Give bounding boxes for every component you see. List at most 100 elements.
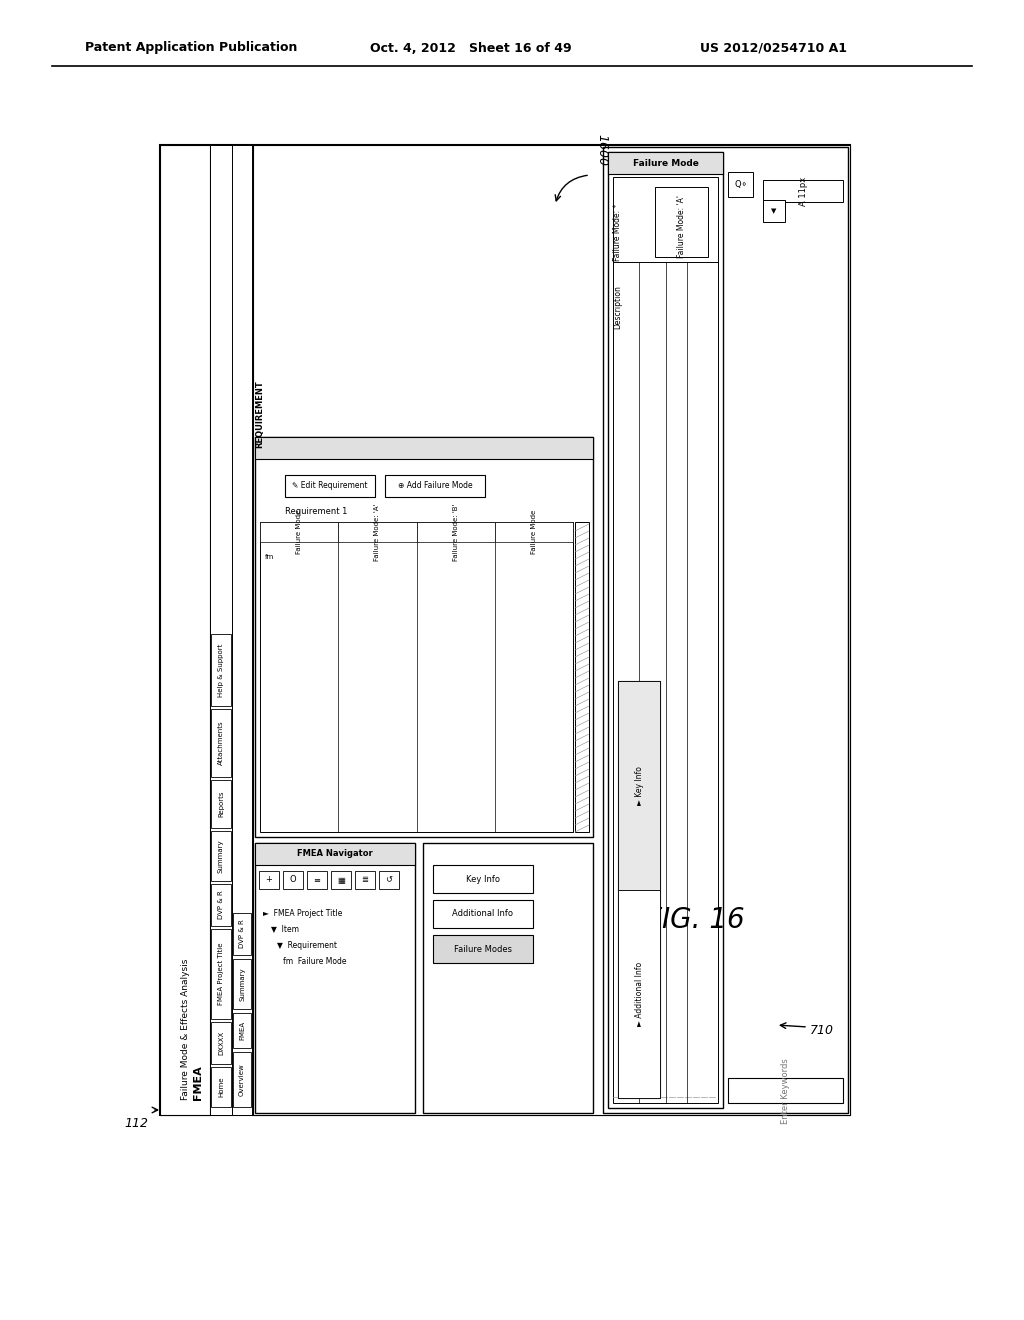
Bar bbox=[423, 843, 593, 1113]
Bar bbox=[160, 145, 210, 1115]
Text: Oct. 4, 2012   Sheet 16 of 49: Oct. 4, 2012 Sheet 16 of 49 bbox=[370, 41, 571, 54]
Bar bbox=[763, 180, 843, 202]
Text: FMEA: FMEA bbox=[193, 1065, 203, 1100]
Text: Key Info: Key Info bbox=[466, 874, 500, 883]
Bar bbox=[728, 172, 753, 197]
Bar bbox=[211, 634, 231, 706]
Bar bbox=[211, 780, 231, 828]
Bar bbox=[338, 521, 417, 543]
Text: Attachments: Attachments bbox=[218, 721, 224, 766]
Text: ▼  Item: ▼ Item bbox=[271, 924, 299, 933]
Bar bbox=[654, 187, 708, 257]
Bar bbox=[259, 871, 279, 888]
Text: Requirement 1: Requirement 1 bbox=[285, 507, 347, 516]
Text: Failure Mode: *: Failure Mode: * bbox=[613, 203, 623, 260]
Bar bbox=[495, 521, 573, 543]
Bar bbox=[210, 145, 232, 1115]
Bar bbox=[211, 832, 231, 880]
Text: Failure Mode: 'B': Failure Mode: 'B' bbox=[453, 503, 459, 561]
Bar bbox=[728, 1078, 843, 1104]
Bar bbox=[283, 871, 303, 888]
Bar bbox=[355, 871, 375, 888]
Text: ▦: ▦ bbox=[337, 875, 345, 884]
Text: DVP & R: DVP & R bbox=[239, 920, 245, 948]
Bar bbox=[307, 871, 327, 888]
Text: REQUIREMENT: REQUIREMENT bbox=[256, 380, 264, 447]
Text: ≣: ≣ bbox=[361, 875, 369, 884]
Bar bbox=[618, 890, 660, 1098]
Bar bbox=[232, 145, 252, 1115]
Text: FMEA: FMEA bbox=[239, 1020, 245, 1040]
Text: FMEA Project Title: FMEA Project Title bbox=[218, 942, 224, 1006]
Bar bbox=[433, 935, 534, 964]
Bar bbox=[253, 145, 850, 1115]
Text: ▼: ▼ bbox=[771, 209, 776, 214]
Text: ⊕ Add Failure Mode: ⊕ Add Failure Mode bbox=[397, 482, 472, 491]
Bar bbox=[233, 1012, 251, 1048]
Bar bbox=[211, 1022, 231, 1064]
Text: Failure Modes: Failure Modes bbox=[454, 945, 512, 953]
Bar bbox=[255, 843, 415, 1113]
Bar bbox=[763, 201, 785, 222]
Text: FMEA Navigator: FMEA Navigator bbox=[297, 850, 373, 858]
Bar bbox=[618, 681, 660, 1098]
Bar bbox=[608, 152, 723, 1107]
Text: fm: fm bbox=[265, 554, 274, 560]
Bar bbox=[331, 871, 351, 888]
Bar bbox=[417, 521, 495, 543]
Text: Failure Mode: 'A': Failure Mode: 'A' bbox=[375, 503, 380, 561]
Text: Summary: Summary bbox=[218, 840, 224, 873]
Bar bbox=[211, 884, 231, 927]
Bar bbox=[285, 475, 375, 498]
Text: Home: Home bbox=[218, 1077, 224, 1097]
Bar bbox=[433, 900, 534, 928]
Text: FIG. 16: FIG. 16 bbox=[646, 906, 744, 935]
Text: Enter Keywords: Enter Keywords bbox=[781, 1059, 791, 1123]
Text: Failure Mode: 'A': Failure Mode: 'A' bbox=[677, 195, 686, 259]
Text: US 2012/0254710 A1: US 2012/0254710 A1 bbox=[700, 41, 847, 54]
Text: ≡: ≡ bbox=[313, 875, 321, 884]
Text: Failure Mode: Failure Mode bbox=[296, 510, 302, 554]
Bar bbox=[211, 709, 231, 777]
Text: Failure Mode & Effects Analysis: Failure Mode & Effects Analysis bbox=[180, 958, 189, 1100]
Bar bbox=[233, 960, 251, 1008]
Bar bbox=[160, 145, 850, 1115]
Text: DVP & R: DVP & R bbox=[218, 891, 224, 919]
Text: Additional Info: Additional Info bbox=[453, 909, 513, 919]
Bar bbox=[255, 843, 415, 865]
Text: ▼  Requirement: ▼ Requirement bbox=[278, 940, 337, 949]
Bar bbox=[613, 177, 718, 1104]
Bar bbox=[260, 521, 338, 543]
Bar bbox=[211, 929, 231, 1019]
Text: DXXXX: DXXXX bbox=[218, 1031, 224, 1055]
Text: ► Additional Info: ► Additional Info bbox=[635, 962, 643, 1026]
Bar bbox=[575, 521, 589, 832]
Text: Overview: Overview bbox=[239, 1063, 245, 1096]
Text: Failure Mode: Failure Mode bbox=[633, 158, 698, 168]
Text: Failure Mode: Failure Mode bbox=[530, 510, 537, 554]
Text: 710: 710 bbox=[810, 1023, 834, 1036]
Bar bbox=[608, 152, 723, 174]
Bar bbox=[603, 147, 848, 1113]
Bar bbox=[385, 475, 485, 498]
Bar bbox=[433, 865, 534, 894]
Text: Q⚬: Q⚬ bbox=[734, 180, 748, 189]
Bar bbox=[211, 1067, 231, 1107]
Text: Patent Application Publication: Patent Application Publication bbox=[85, 41, 297, 54]
Text: Help & Support: Help & Support bbox=[218, 643, 224, 697]
Text: ► Key Info: ► Key Info bbox=[635, 766, 643, 805]
Bar bbox=[233, 1052, 251, 1107]
Text: 112: 112 bbox=[124, 1117, 148, 1130]
Text: fm  Failure Mode: fm Failure Mode bbox=[283, 957, 346, 965]
Bar bbox=[255, 437, 593, 837]
Bar bbox=[379, 871, 399, 888]
Bar bbox=[260, 521, 573, 832]
Text: +: + bbox=[265, 875, 272, 884]
Bar bbox=[233, 913, 251, 954]
Text: O: O bbox=[290, 875, 296, 884]
Bar bbox=[255, 437, 593, 459]
Text: Summary: Summary bbox=[239, 968, 245, 1001]
Text: ►  FMEA Project Title: ► FMEA Project Title bbox=[263, 908, 342, 917]
Text: A 11px: A 11px bbox=[799, 177, 808, 206]
Text: 1600: 1600 bbox=[595, 135, 608, 166]
